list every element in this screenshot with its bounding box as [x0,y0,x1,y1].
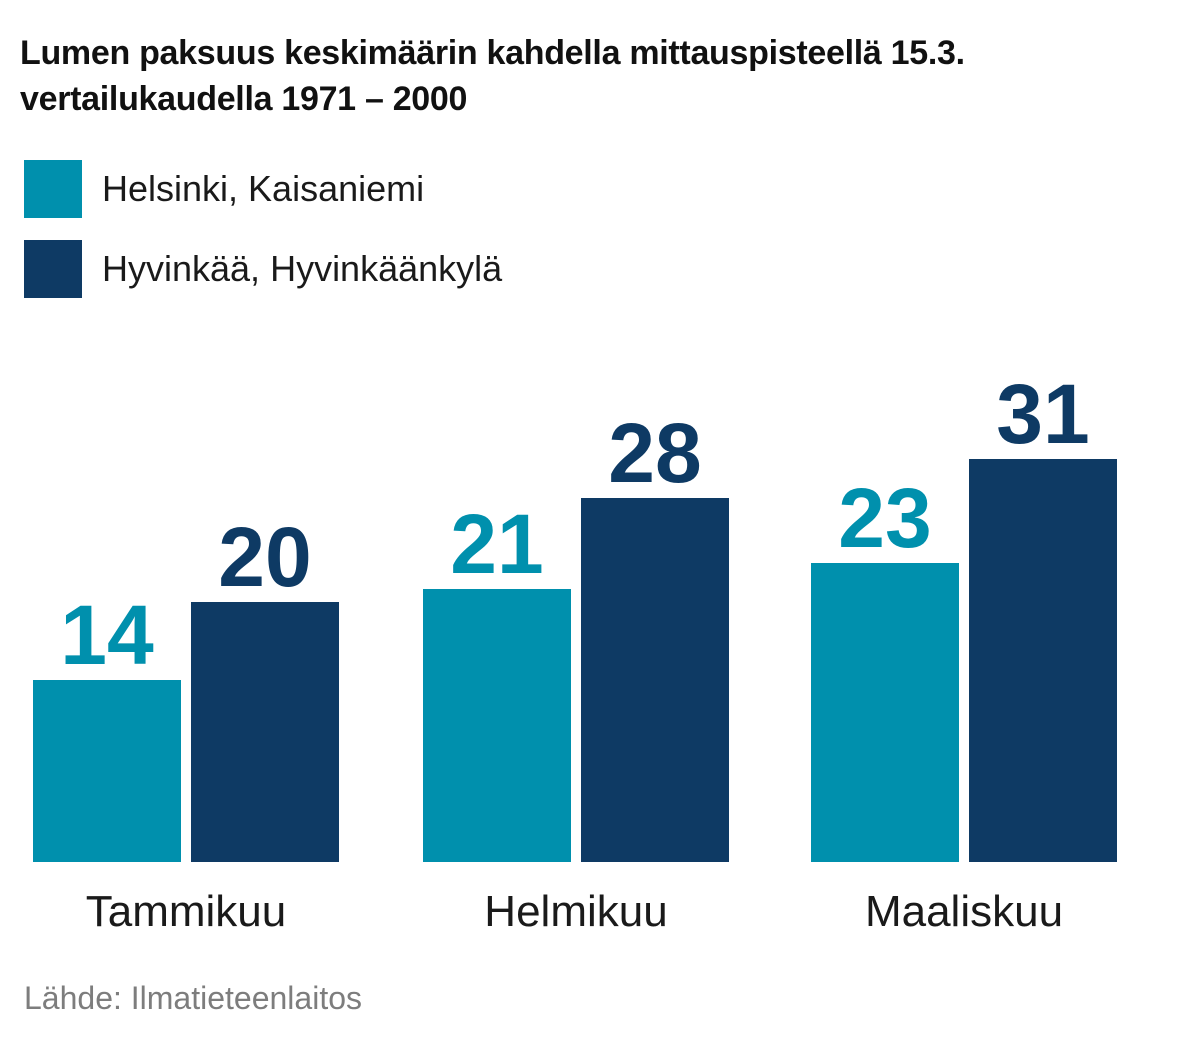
x-tick-label-maaliskuu: Maaliskuu [865,887,1063,936]
legend-label-helsinki: Helsinki, Kaisaniemi [102,168,425,209]
legend-label-hyvinkaa: Hyvinkää, Hyvinkäänkylä [102,248,503,289]
chart-title-line-1: Lumen paksuus keskimäärin kahdella mitta… [20,34,965,72]
bar-tammikuu-series-2 [191,602,339,862]
bar-maaliskuu-series-1 [811,563,959,862]
bar-chart: 14 20 Tammikuu 21 28 Helmikuu 23 31 Maaliskuu [33,367,1117,936]
data-label-helmikuu-series-2: 28 [608,406,701,500]
data-label-maaliskuu-series-2: 31 [996,367,1089,461]
x-tick-label-helmikuu: Helmikuu [484,887,667,936]
source-note: Lähde: Ilmatieteenlaitos [24,980,362,1016]
legend-swatch-hyvinkaa [24,240,82,298]
data-label-maaliskuu-series-1: 23 [838,471,931,565]
bar-maaliskuu-series-2 [969,459,1117,862]
data-label-tammikuu-series-1: 14 [60,588,154,682]
bar-tammikuu-series-1 [33,680,181,862]
chart-title: Lumen paksuus keskimäärin kahdella mitta… [20,30,1180,122]
legend-swatch-helsinki [24,160,82,218]
data-label-helmikuu-series-1: 21 [450,497,543,591]
data-label-tammikuu-series-2: 20 [218,510,311,604]
chart-title-line-2: vertailukaudella 1971 – 2000 [20,80,468,118]
bar-helmikuu-series-1 [423,589,571,862]
x-tick-label-tammikuu: Tammikuu [86,887,287,936]
bar-helmikuu-series-2 [581,498,729,862]
